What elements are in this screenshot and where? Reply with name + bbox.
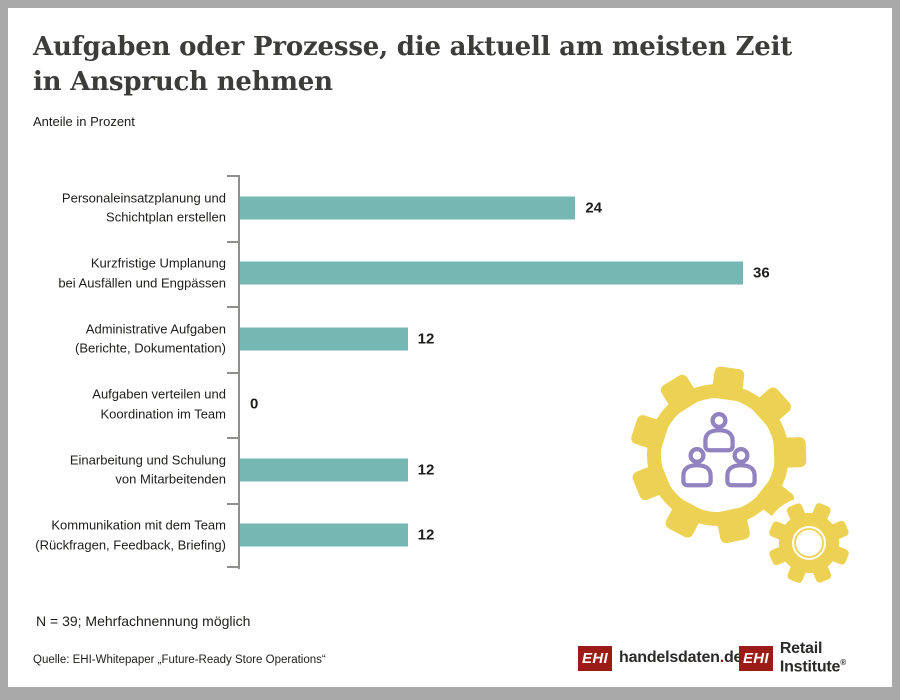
page-title: Aufgaben oder Prozesse, die aktuell am m… xyxy=(33,32,793,98)
axis-tick xyxy=(227,371,238,374)
category-label: Einarbeitung und Schulung von Mitarbeite… xyxy=(69,452,226,487)
value-label: 36 xyxy=(753,264,770,282)
page-subtitle: Anteile in Prozent xyxy=(33,114,135,129)
chart-row: Kommunikation mit dem Team (Rückfragen, … xyxy=(35,503,813,569)
bar-chart: Personaleinsatzplanung und Schichtplan e… xyxy=(35,175,813,569)
logo-handelsdaten: EHI handelsdaten.de xyxy=(578,645,742,671)
value-label: 0 xyxy=(250,395,259,413)
value-label: 12 xyxy=(417,461,435,479)
gear-large-icon xyxy=(631,366,807,544)
page: Aufgaben oder Prozesse, die aktuell am m… xyxy=(8,8,892,687)
value-label: 12 xyxy=(417,526,435,544)
bar xyxy=(240,458,408,482)
chart-row: Personaleinsatzplanung und Schichtplan e… xyxy=(62,175,813,241)
axis-tick xyxy=(227,437,238,439)
bar xyxy=(240,261,743,285)
category-label: Aufgaben verteilen und Koordination im T… xyxy=(92,386,226,422)
category-label: Kommunikation mit dem Team (Rückfragen, … xyxy=(35,517,226,553)
source-note: Quelle: EHI-Whitepaper „Future-Ready Sto… xyxy=(33,654,326,666)
value-label: 24 xyxy=(585,199,603,217)
ehi-logo-box: EHI xyxy=(739,645,773,671)
axis-tick xyxy=(227,306,238,308)
bar xyxy=(240,327,408,351)
y-axis-line xyxy=(238,175,240,569)
registered-mark: ® xyxy=(840,657,846,667)
gears-illustration xyxy=(631,366,855,589)
axis-tick xyxy=(227,240,238,243)
team-icon xyxy=(683,414,754,485)
logo-handelsdaten-text: handelsdaten.de xyxy=(619,649,743,666)
gear-small-icon xyxy=(763,497,855,589)
bar xyxy=(240,523,408,547)
category-label: Administrative Aufgaben (Berichte, Dokum… xyxy=(74,321,226,356)
chart-row: Aufgaben verteilen und Koordination im T… xyxy=(92,372,813,438)
sample-size-note: N = 39; Mehrfachnennung möglich xyxy=(36,613,251,629)
red-dot: . xyxy=(719,649,724,666)
axis-tick xyxy=(227,502,238,505)
ehi-logo-box: EHI xyxy=(578,645,612,671)
axis-tick xyxy=(227,175,238,177)
chart-row: Einarbeitung und Schulung von Mitarbeite… xyxy=(70,437,813,503)
chart-row: Kurzfristige Umplanung bei Ausfällen und… xyxy=(58,241,813,307)
bar xyxy=(240,196,576,220)
value-label: 12 xyxy=(417,330,435,348)
chart-row: Administrative Aufgaben (Berichte, Dokum… xyxy=(75,306,813,372)
category-label: Personaleinsatzplanung und Schichtplan e… xyxy=(61,190,226,225)
logo-retail-institute: EHI Retail Institute® xyxy=(739,640,892,675)
axis-tick xyxy=(227,566,238,568)
logo-retail-text: Retail Institute® xyxy=(779,639,846,676)
category-label: Kurzfristige Umplanung bei Ausfällen und… xyxy=(58,255,226,291)
